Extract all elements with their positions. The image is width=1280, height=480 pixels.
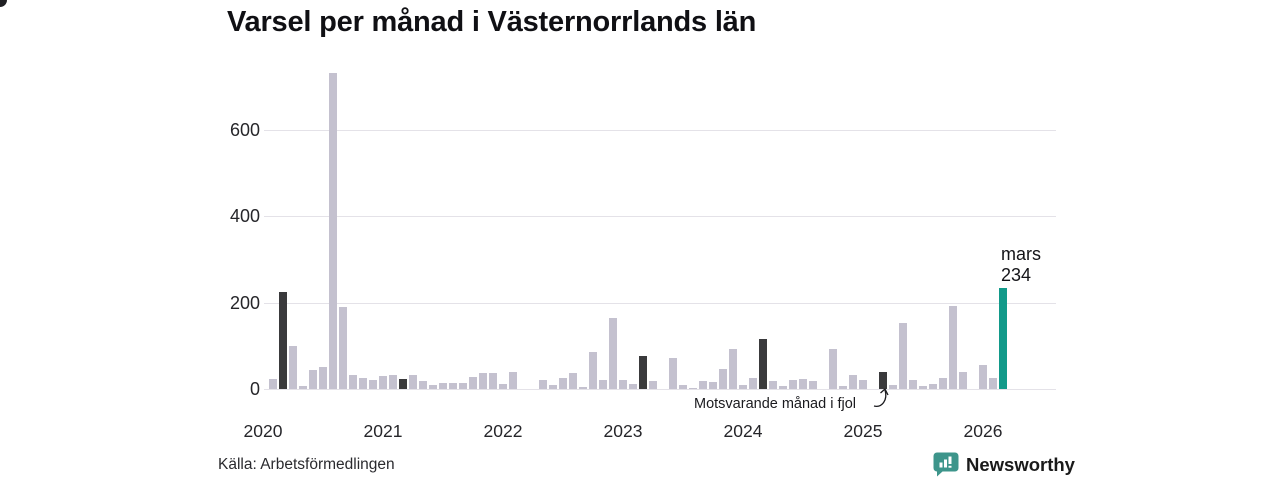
bar-2023-m11	[719, 369, 727, 389]
bar-2021-m1	[379, 376, 387, 389]
source-label: Källa: Arbetsförmedlingen	[218, 456, 395, 473]
gridline	[264, 130, 1056, 131]
bar-2020-m6	[309, 369, 317, 389]
bar-2023-m3	[639, 355, 647, 389]
bar-2022-m5	[539, 379, 547, 389]
bar-2023-m7	[679, 385, 687, 389]
bar-2025-m9	[939, 377, 947, 389]
bar-2024-m3	[759, 339, 767, 389]
bar-2023-m1	[619, 379, 627, 389]
bar-2021-m8	[449, 382, 457, 389]
bar-2021-m6	[429, 385, 437, 389]
bar-2024-m4	[769, 380, 777, 389]
bar-2024-m8	[809, 381, 817, 389]
bar-2023-m10	[709, 382, 717, 389]
bar-2024-m1	[739, 385, 747, 389]
bar-2023-m8	[689, 387, 697, 389]
bar-2023-m9	[699, 380, 707, 389]
y-axis-tick-label: 600	[229, 120, 260, 140]
x-axis-tick-label: 2025	[843, 421, 883, 441]
bar-2020-m11	[359, 377, 367, 389]
y-axis-tick-label: 400	[229, 206, 260, 226]
bar-2023-m4	[649, 380, 657, 389]
gridline	[264, 216, 1056, 217]
bar-2022-m12	[609, 318, 617, 389]
annotation-label: Motsvarande månad i fjol	[694, 396, 856, 412]
page-title: Varsel per månad i Västernorrlands län	[227, 6, 757, 38]
bar-2025-m6	[909, 379, 917, 389]
bar-2025-m1	[859, 380, 867, 389]
bar-2020-m4	[289, 345, 297, 389]
bar-2020-m7	[319, 367, 327, 389]
bar-2026-m1	[979, 365, 987, 389]
bar-2020-m10	[349, 374, 357, 389]
bar-2025-m10	[949, 305, 957, 389]
bar-2025-m11	[959, 371, 967, 389]
gridline	[264, 303, 1056, 304]
x-axis-tick-label: 2020	[243, 421, 283, 441]
bar-2025-m4	[889, 384, 897, 389]
bar-2025-m3	[879, 371, 887, 389]
y-axis-tick-label: 200	[229, 293, 260, 313]
bar-2021-m12	[489, 372, 497, 389]
bar-2023-m2	[629, 383, 637, 389]
bar-2021-m11	[479, 372, 487, 389]
bar-2024-m6	[789, 379, 797, 389]
bar-2022-m11	[599, 380, 607, 389]
bar-2025-m8	[929, 384, 937, 389]
bar-2021-m4	[409, 375, 417, 389]
bar-2022-m2	[509, 372, 517, 389]
bar-2020-m12	[369, 380, 377, 389]
bar-2021-m2	[389, 375, 397, 389]
x-axis-tick-label: 2026	[963, 421, 1003, 441]
bar-2024-m7	[799, 379, 807, 389]
bar-2020-m8	[329, 73, 337, 389]
bar-2022-m6	[549, 384, 557, 389]
highlight-label: mars 234	[1001, 244, 1041, 286]
x-axis-tick-label: 2023	[603, 421, 643, 441]
bar-2021-m9	[459, 383, 467, 389]
bar-2025-m7	[919, 385, 927, 389]
highlight-month: mars	[1001, 244, 1041, 264]
bar-2022-m10	[589, 352, 597, 389]
bar-2025-m5	[899, 323, 907, 389]
bar-2021-m5	[419, 380, 427, 389]
bar-2020-m3	[279, 291, 287, 389]
bar-2020-m5	[299, 385, 307, 389]
bar-2022-m8	[569, 372, 577, 389]
bar-2022-m1	[499, 384, 507, 389]
bar-2020-m9	[339, 306, 347, 389]
bar-2021-m10	[469, 376, 477, 389]
corner-artifact	[0, 0, 7, 7]
bar-2021-m7	[439, 383, 447, 389]
x-axis-tick-label: 2022	[483, 421, 523, 441]
bar-2020-m2	[269, 378, 277, 389]
bar-2023-m6	[669, 357, 677, 389]
gridline	[264, 389, 1056, 390]
bar-2026-m3	[999, 287, 1007, 389]
bar-2024-m11	[839, 385, 847, 389]
bar-2024-m10	[829, 349, 837, 389]
newsworthy-logo: Newsworthy	[933, 452, 1075, 477]
newsworthy-wordmark: Newsworthy	[966, 453, 1075, 475]
highlight-value: 234	[1001, 265, 1032, 285]
x-axis-tick-label: 2021	[363, 421, 403, 441]
bar-2023-m12	[729, 349, 737, 389]
bar-2021-m3	[399, 379, 407, 389]
y-axis-tick-label: 0	[249, 379, 260, 399]
x-axis-tick-label: 2024	[723, 421, 763, 441]
bar-2024-m5	[779, 385, 787, 389]
bar-2024-m2	[749, 378, 757, 389]
bar-2022-m9	[579, 386, 587, 389]
bar-2022-m7	[559, 378, 567, 389]
annotation-arrow-icon	[873, 388, 889, 407]
bar-2026-m2	[989, 378, 997, 389]
bar-2024-m12	[849, 375, 857, 389]
newsworthy-icon	[933, 452, 959, 477]
